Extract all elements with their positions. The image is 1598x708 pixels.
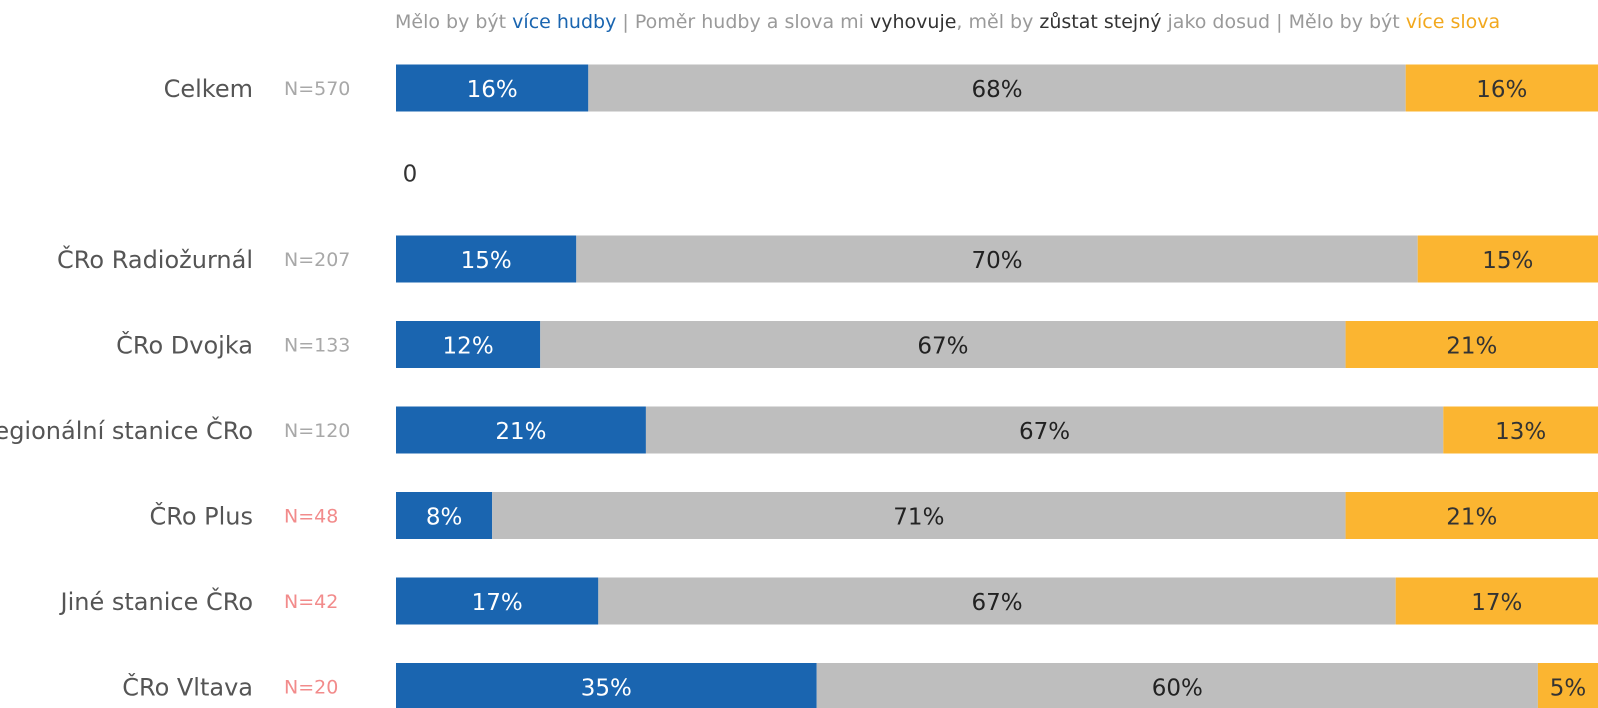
legend-more-speech: více slova <box>1406 11 1500 33</box>
bar-segment-more_speech <box>1405 64 1598 112</box>
category-label: ČRo Vltava <box>122 672 253 702</box>
data-label-more_music: 21% <box>495 419 546 445</box>
category-label: ČRo Dvojka <box>116 330 253 360</box>
data-label-more_speech: 16% <box>1476 77 1527 103</box>
bar-segment-same <box>588 64 1406 112</box>
legend-separator-2: | <box>1270 11 1288 33</box>
data-label-same: 68% <box>971 77 1022 103</box>
legend-more-speech-prefix: Mělo by být <box>1289 11 1406 33</box>
legend-same-key-2: zůstat stejný <box>1039 11 1161 33</box>
legend-same-part-2: , měl by <box>956 11 1039 33</box>
category-label: ČRo Radiožurnál <box>57 244 253 274</box>
legend-same-key-1: vyhovuje <box>870 11 956 33</box>
data-label-more_speech: 21% <box>1446 334 1497 360</box>
data-label-same: 67% <box>971 590 1022 616</box>
legend-more-music: více hudby <box>512 11 616 33</box>
bar-segment-more_music <box>396 492 493 539</box>
data-label-more_music: 12% <box>443 334 494 360</box>
sample-size-label: N=48 <box>284 506 338 528</box>
bar-segment-same <box>816 663 1538 708</box>
legend-separator-1: | <box>616 11 634 33</box>
sample-size-label: N=133 <box>284 335 350 357</box>
gap-label: 0 <box>403 162 418 188</box>
bar-segment-same <box>540 321 1346 368</box>
bar-segment-same <box>576 235 1418 283</box>
data-label-same: 67% <box>1019 419 1070 445</box>
bar-segment-more_music <box>396 577 599 625</box>
bar-segment-more_speech <box>1345 321 1598 368</box>
data-label-same: 60% <box>1152 676 1203 702</box>
sample-size-label: N=570 <box>284 78 350 100</box>
data-label-same: 70% <box>971 248 1022 274</box>
legend-more-music-prefix: Mělo by být <box>395 11 512 33</box>
data-label-more_music: 15% <box>461 248 512 274</box>
data-label-more_speech: 13% <box>1495 419 1546 445</box>
bar-segment-same <box>492 492 1346 539</box>
bar-segment-more_music <box>396 235 577 283</box>
data-label-more_speech: 5% <box>1550 676 1587 702</box>
data-label-more_music: 16% <box>467 77 518 103</box>
bar-segment-more_music <box>396 663 817 708</box>
data-label-more_speech: 15% <box>1482 248 1533 274</box>
bar-segment-more_speech <box>1345 492 1598 539</box>
sample-size-label: N=207 <box>284 249 350 271</box>
bar-segment-more_music <box>396 406 646 454</box>
sample-size-label: N=120 <box>284 420 350 442</box>
legend: Mělo by být více hudby | Poměr hudby a s… <box>395 11 1500 33</box>
bar-segment-same <box>598 577 1396 625</box>
data-label-same: 67% <box>917 334 968 360</box>
bar-segment-more_music <box>396 321 541 368</box>
bar-segment-more_speech <box>1395 577 1598 625</box>
sample-size-label: N=42 <box>284 591 338 613</box>
data-label-more_music: 8% <box>426 505 463 531</box>
sample-size-label: N=20 <box>284 677 338 699</box>
data-label-more_speech: 21% <box>1446 505 1497 531</box>
legend-same-part-1: Poměr hudby a slova mi <box>635 11 870 33</box>
bar-rows: Celkem N=570 16% 68% 16% 0 ČRo Radiožurnál N=20… <box>0 64 1598 708</box>
category-label: Regionální stanice ČRo <box>0 415 253 445</box>
bar-segment-same <box>645 406 1444 454</box>
bar-segment-more_speech <box>1443 406 1598 454</box>
data-label-more_speech: 17% <box>1471 590 1522 616</box>
bar-segment-more_speech <box>1537 663 1598 708</box>
legend-same-part-3: jako dosud <box>1161 11 1270 33</box>
bar-segment-more_speech <box>1417 235 1598 283</box>
category-label: ČRo Plus <box>149 501 253 531</box>
data-label-more_music: 35% <box>581 676 632 702</box>
bar-segment-more_music <box>396 64 589 112</box>
data-label-same: 71% <box>893 505 944 531</box>
category-label: Jiné stanice ČRo <box>59 586 253 616</box>
data-label-more_music: 17% <box>472 590 523 616</box>
category-label: Celkem <box>164 75 253 103</box>
